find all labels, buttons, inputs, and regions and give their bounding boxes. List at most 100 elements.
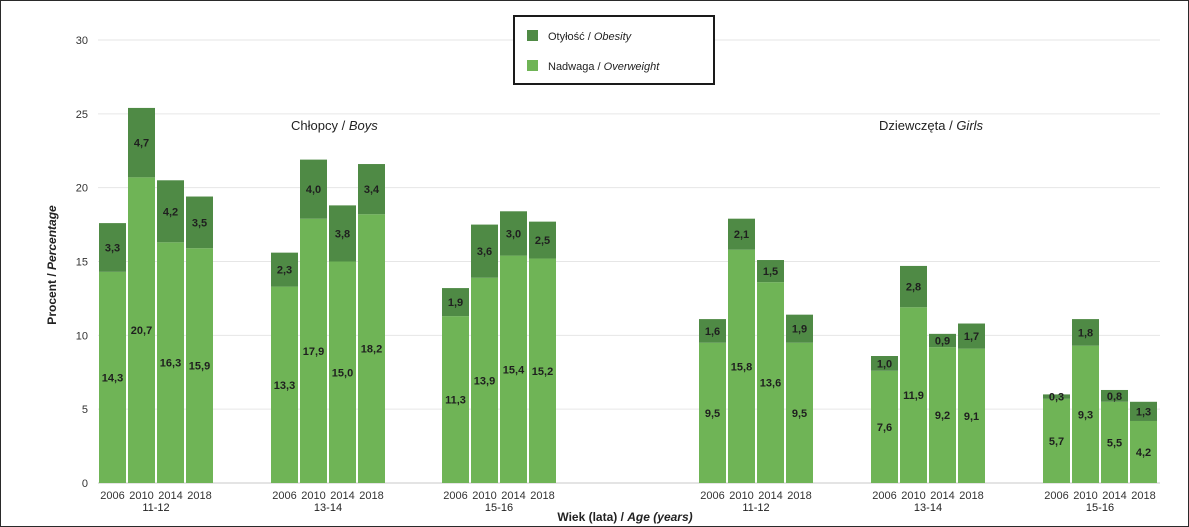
data-label-overweight-boys-13-14-2014: 15,0 xyxy=(332,367,353,379)
data-label-obesity-girls-13-14-2018: 1,7 xyxy=(964,331,979,343)
bar-obesity-boys-13-14-2018 xyxy=(358,164,385,215)
bar-obesity-girls-11-12-2006 xyxy=(699,319,726,343)
bar-overweight-girls-15-16-2010 xyxy=(1072,345,1099,483)
legend-label-obesity: Otyłość / Obesity xyxy=(548,31,633,43)
data-label-obesity-girls-13-14-2010: 2,8 xyxy=(906,282,921,294)
data-label-overweight-girls-15-16-2018: 4,2 xyxy=(1136,447,1151,459)
data-label-obesity-girls-15-16-2006: 0,3 xyxy=(1049,392,1064,404)
x-tick-year-boys-15-16-2018: 2018 xyxy=(530,490,554,502)
data-label-obesity-boys-15-16-2010: 3,6 xyxy=(477,246,492,258)
legend-label-overweight: Nadwaga / Overweight xyxy=(548,61,660,73)
x-tick-age-girls-11-12: 11-12 xyxy=(742,502,769,514)
bar-obesity-boys-15-16-2010 xyxy=(471,224,498,278)
data-label-obesity-girls-11-12-2014: 1,5 xyxy=(763,266,778,278)
x-tick-year-boys-13-14-2018: 2018 xyxy=(359,490,383,502)
bars xyxy=(99,107,1157,483)
data-label-overweight-girls-15-16-2014: 5,5 xyxy=(1107,437,1122,449)
data-label-obesity-girls-13-14-2014: 0,9 xyxy=(935,336,950,348)
data-label-obesity-boys-11-12-2010: 4,7 xyxy=(134,138,149,150)
x-axis-title: Wiek (lata) / Age (years) xyxy=(557,510,692,524)
y-tick-label-10: 10 xyxy=(76,330,88,342)
section-label-boys: Chłopcy / Boys xyxy=(291,118,378,133)
data-label-overweight-girls-11-12-2018: 9,5 xyxy=(792,408,807,420)
bar-overweight-boys-13-14-2018 xyxy=(358,214,385,483)
data-label-overweight-boys-11-12-2014: 16,3 xyxy=(160,358,181,370)
bar-overweight-girls-13-14-2010 xyxy=(900,307,927,483)
data-label-obesity-girls-15-16-2014: 0,8 xyxy=(1107,391,1122,403)
data-label-overweight-boys-11-12-2018: 15,9 xyxy=(189,361,210,373)
x-tick-year-boys-11-12-2018: 2018 xyxy=(187,490,211,502)
legend: Otyłość / Obesity Nadwaga / Overweight xyxy=(513,15,715,85)
x-tick-year-girls-13-14-2006: 2006 xyxy=(872,490,896,502)
bar-obesity-girls-15-16-2018 xyxy=(1130,401,1157,421)
bar-overweight-girls-15-16-2014 xyxy=(1101,401,1128,483)
data-label-overweight-girls-15-16-2010: 9,3 xyxy=(1078,409,1093,421)
data-label-obesity-girls-11-12-2018: 1,9 xyxy=(792,324,807,336)
bar-overweight-boys-15-16-2014 xyxy=(500,255,527,483)
data-label-overweight-girls-15-16-2006: 5,7 xyxy=(1049,436,1064,448)
bar-overweight-boys-13-14-2010 xyxy=(300,218,327,483)
bar-obesity-girls-13-14-2006 xyxy=(871,356,898,371)
bar-overweight-boys-11-12-2018 xyxy=(186,248,213,483)
x-tick-age-boys-15-16: 15-16 xyxy=(485,502,513,514)
data-label-obesity-boys-13-14-2014: 3,8 xyxy=(335,228,350,240)
y-axis-title: Procent / Percentage xyxy=(45,205,59,325)
x-tick-age-girls-15-16: 15-16 xyxy=(1086,502,1114,514)
x-tick-year-boys-15-16-2006: 2006 xyxy=(443,490,467,502)
bar-overweight-boys-13-14-2014 xyxy=(329,261,356,483)
y-tick-label-0: 0 xyxy=(82,478,88,490)
data-label-obesity-boys-11-12-2006: 3,3 xyxy=(105,242,120,254)
bar-overweight-girls-15-16-2018 xyxy=(1130,420,1157,483)
data-label-overweight-boys-11-12-2006: 14,3 xyxy=(102,372,123,384)
bar-obesity-girls-13-14-2018 xyxy=(958,323,985,349)
bar-overweight-boys-15-16-2010 xyxy=(471,277,498,483)
bar-overweight-boys-11-12-2006 xyxy=(99,271,126,483)
x-tick-year-boys-11-12-2010: 2010 xyxy=(129,490,153,502)
x-tick-age-girls-13-14: 13-14 xyxy=(914,502,942,514)
bar-obesity-girls-13-14-2010 xyxy=(900,265,927,308)
data-label-overweight-boys-15-16-2014: 15,4 xyxy=(503,364,525,376)
data-label-overweight-girls-13-14-2006: 7,6 xyxy=(877,422,892,434)
bar-overweight-girls-13-14-2006 xyxy=(871,370,898,483)
x-tick-age-boys-13-14: 13-14 xyxy=(314,502,342,514)
bar-obesity-girls-13-14-2014 xyxy=(929,333,956,348)
bar-obesity-girls-15-16-2006 xyxy=(1043,394,1070,399)
data-label-overweight-girls-13-14-2018: 9,1 xyxy=(964,411,979,423)
bar-obesity-boys-13-14-2010 xyxy=(300,159,327,219)
bar-obesity-boys-13-14-2006 xyxy=(271,252,298,287)
bar-obesity-boys-13-14-2014 xyxy=(329,205,356,262)
x-tick-year-girls-15-16-2014: 2014 xyxy=(1102,490,1126,502)
data-label-obesity-boys-13-14-2006: 2,3 xyxy=(277,265,292,277)
y-axis-ticks: 0 5 10 15 20 25 30 xyxy=(76,35,88,490)
x-tick-year-girls-15-16-2010: 2010 xyxy=(1073,490,1097,502)
x-tick-year-boys-13-14-2010: 2010 xyxy=(301,490,325,502)
bar-obesity-boys-11-12-2010 xyxy=(128,107,155,178)
x-tick-year-boys-13-14-2014: 2014 xyxy=(330,490,354,502)
data-label-overweight-boys-13-14-2018: 18,2 xyxy=(361,344,382,356)
data-label-overweight-boys-15-16-2010: 13,9 xyxy=(474,375,495,387)
bar-overweight-boys-13-14-2006 xyxy=(271,286,298,483)
bar-overweight-boys-11-12-2014 xyxy=(157,242,184,483)
data-label-obesity-boys-13-14-2010: 4,0 xyxy=(306,184,321,196)
y-tick-label-25: 25 xyxy=(76,109,88,121)
x-tick-year-girls-13-14-2010: 2010 xyxy=(901,490,925,502)
bar-obesity-boys-11-12-2006 xyxy=(99,223,126,272)
x-axis-ticks: 2006 2010 2014 2018 11-12 2006 2010 2014 2018 13-… xyxy=(100,490,1155,514)
data-label-obesity-boys-15-16-2014: 3,0 xyxy=(506,228,521,240)
y-tick-label-30: 30 xyxy=(76,35,88,47)
bar-obesity-boys-11-12-2014 xyxy=(157,180,184,243)
bar-overweight-girls-13-14-2014 xyxy=(929,347,956,483)
bar-overweight-girls-11-12-2018 xyxy=(786,342,813,483)
data-label-overweight-girls-11-12-2006: 9,5 xyxy=(705,408,720,420)
x-tick-year-girls-13-14-2014: 2014 xyxy=(930,490,954,502)
legend-box xyxy=(513,15,715,85)
x-tick-year-girls-15-16-2018: 2018 xyxy=(1131,490,1155,502)
bar-obesity-boys-15-16-2006 xyxy=(442,288,469,317)
x-tick-year-girls-11-12-2018: 2018 xyxy=(787,490,811,502)
bar-overweight-girls-11-12-2006 xyxy=(699,342,726,483)
data-label-overweight-girls-13-14-2010: 11,9 xyxy=(903,390,924,402)
data-label-overweight-boys-13-14-2006: 13,3 xyxy=(274,380,295,392)
section-label-girls: Dziewczęta / Girls xyxy=(879,118,984,133)
bar-overweight-girls-15-16-2006 xyxy=(1043,398,1070,483)
